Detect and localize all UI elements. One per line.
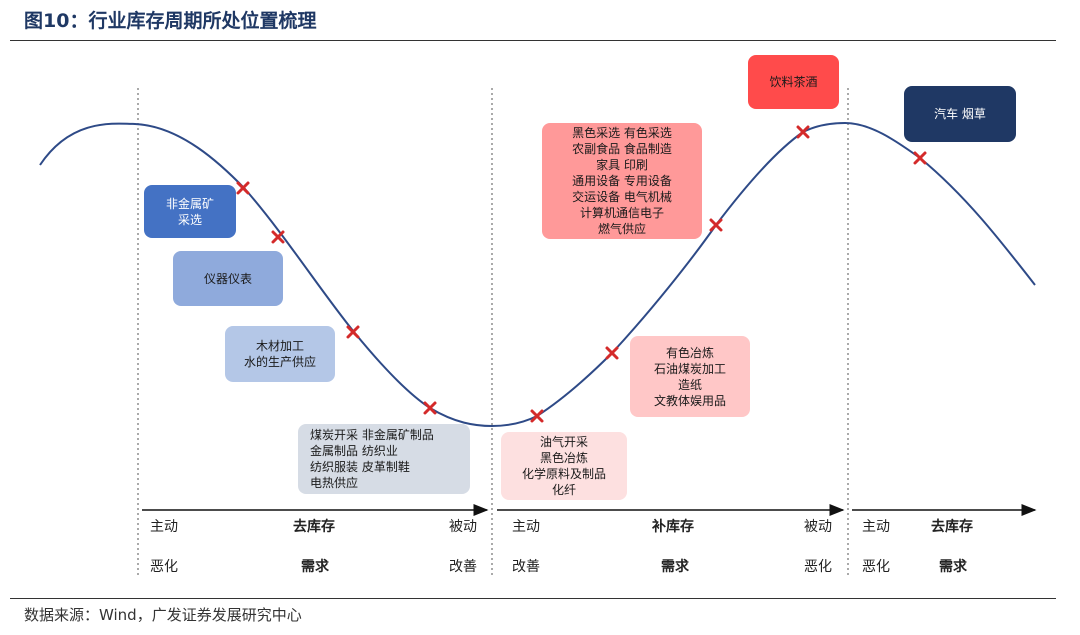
phase3-left-top: 主动 — [862, 516, 890, 536]
phase2-center-top: 补库存 — [652, 516, 694, 536]
industry-box-nonmetal-mining: 非金属矿 采选 — [144, 185, 236, 238]
phase2-center-bottom: 需求 — [661, 556, 689, 576]
industry-box-beverages: 饮料茶酒 — [748, 55, 839, 109]
phase3-center-bottom: 需求 — [939, 556, 967, 576]
industry-box-coal-group: 煤炭开采 非金属矿制品 金属制品 纺织业 纺织服装 皮革制鞋 电热供应 — [298, 424, 470, 494]
phase2-left-top: 主动 — [512, 516, 540, 536]
marker-nonmetal-mining — [238, 183, 248, 193]
phase1-left-top: 主动 — [150, 516, 178, 536]
marker-wood-water — [348, 327, 358, 337]
marker-coal-group — [425, 403, 435, 413]
industry-box-wood-water: 木材加工 水的生产供应 — [225, 326, 335, 382]
industry-box-instruments: 仪器仪表 — [173, 251, 283, 306]
marker-instruments — [273, 232, 283, 242]
phase2-right-bottom: 恶化 — [804, 556, 832, 576]
industry-box-oil-gas-group: 油气开采 黑色冶炼 化学原料及制品 化纤 — [501, 432, 627, 500]
marker-ferrous-mining-group — [711, 220, 721, 230]
phase1-right-top: 被动 — [449, 516, 477, 536]
marker-oil-gas-group — [532, 411, 542, 421]
marker-beverages — [798, 127, 808, 137]
source-note: 数据来源：Wind，广发证券发展研究中心 — [24, 604, 302, 625]
phase1-right-bottom: 改善 — [449, 556, 477, 576]
phase1-center-top: 去库存 — [293, 516, 335, 536]
phase3-center-top: 去库存 — [931, 516, 973, 536]
phase2-left-bottom: 改善 — [512, 556, 540, 576]
phase1-left-bottom: 恶化 — [150, 556, 178, 576]
industry-box-auto-tobacco: 汽车 烟草 — [904, 86, 1016, 142]
marker-nonferrous-smelting-group — [607, 348, 617, 358]
industry-box-nonferrous-smelting-group: 有色冶炼 石油煤炭加工 造纸 文教体娱用品 — [630, 336, 750, 417]
bottom-rule — [10, 598, 1056, 599]
phase3-left-bottom: 恶化 — [862, 556, 890, 576]
phase2-right-top: 被动 — [804, 516, 832, 536]
phase1-center-bottom: 需求 — [301, 556, 329, 576]
marker-auto-tobacco — [915, 153, 925, 163]
industry-box-ferrous-mining-group: 黑色采选 有色采选 农副食品 食品制造 家具 印刷 通用设备 专用设备 交运设备… — [542, 123, 702, 239]
